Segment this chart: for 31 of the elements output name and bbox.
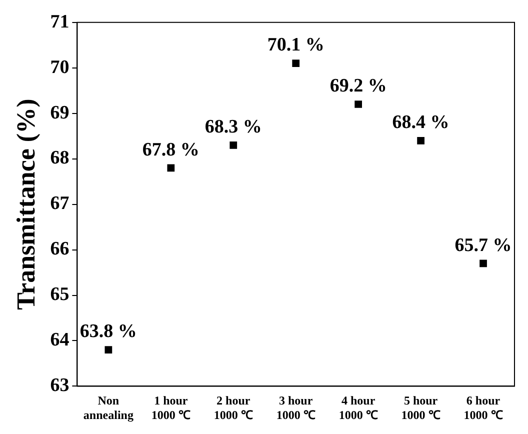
data-label: 65.7 % [454, 234, 512, 256]
data-label: 68.4 % [392, 112, 450, 134]
x-tick-label: 2 hour 1000 ℃ [214, 393, 253, 422]
x-tick-label: Non annealing [83, 393, 134, 422]
y-tick-label: 69 [50, 102, 70, 124]
x-tick-label: 3 hour 1000 ℃ [276, 393, 316, 422]
point [104, 346, 112, 354]
point [230, 142, 238, 149]
x-tick-label: 4 hour 1000 ℃ [338, 393, 378, 422]
data-label: 68.3 % [204, 116, 262, 138]
data-label: 67.8 % [142, 139, 200, 160]
y-tick-label: 68 [50, 148, 70, 169]
data-label: 70.1 % [267, 34, 324, 56]
y-tick-label: 65 [50, 284, 70, 306]
x-tick-label: 5 hour 1000 ℃ [401, 393, 440, 422]
y-axis-title: Transmittance (%) [11, 98, 40, 310]
x-tick-label: 1 hour 1000 ℃ [151, 393, 190, 422]
y-tick-label: 66 [50, 238, 70, 260]
point [354, 100, 362, 108]
y-tick-label: 70 [50, 56, 70, 78]
x-tick-label: 6 hour 1000 ℃ [464, 393, 503, 422]
point [292, 60, 300, 68]
data-label: 63.8 % [80, 321, 137, 342]
y-tick-label: 64 [50, 330, 70, 351]
data-label: 69.2 % [330, 76, 387, 97]
point [167, 164, 175, 172]
y-tick-label: 67 [50, 193, 70, 214]
point [417, 136, 424, 144]
y-tick-label: 63 [50, 375, 70, 396]
point [480, 260, 487, 268]
y-tick-label: 71 [50, 11, 70, 32]
